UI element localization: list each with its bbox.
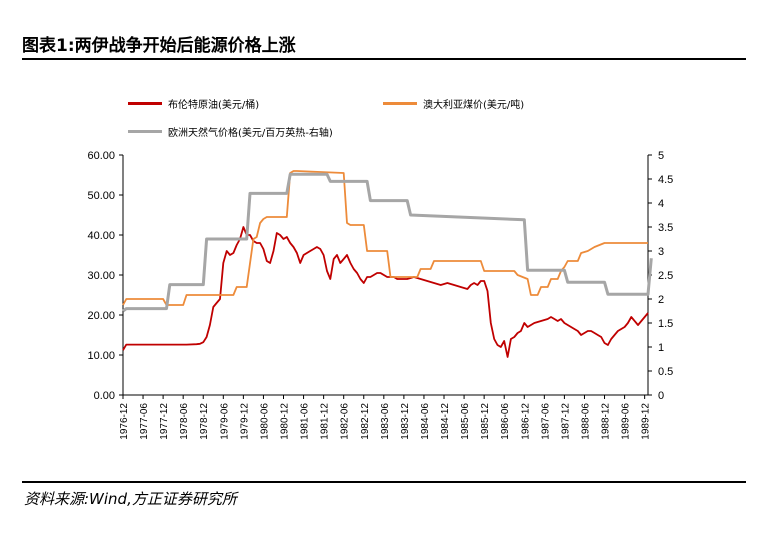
x-tick-label: 1984-06	[420, 403, 431, 440]
x-tick-label: 1985-12	[480, 403, 491, 440]
right-tick-label: 1	[658, 342, 664, 354]
x-tick-label: 1980-06	[259, 403, 270, 440]
x-tick-label: 1988-06	[580, 403, 591, 440]
legend-label-coal: 澳大利亚煤价(美元/吨)	[423, 100, 525, 111]
x-tick-label: 1985-06	[460, 403, 471, 440]
legend-swatch-coal	[383, 102, 417, 105]
legend-label-brent: 布伦特原油(美元/桶)	[168, 100, 260, 111]
x-tick-label: 1986-06	[500, 403, 511, 440]
x-tick-label: 1984-12	[440, 403, 451, 440]
right-tick-label: 4.5	[658, 174, 673, 186]
coal-line	[122, 170, 648, 306]
x-tick-label: 1989-06	[621, 403, 632, 440]
chart-axes	[119, 154, 652, 399]
legend-label-gas: 欧洲天然气价格(美元/百万英热-右轴)	[168, 128, 333, 139]
x-tick-label: 1988-12	[601, 403, 612, 440]
x-tick-label: 1979-12	[239, 403, 250, 440]
gas-line	[122, 172, 653, 313]
figure-title: 图表1:两伊战争开始后能源价格上涨	[22, 36, 296, 56]
left-tick-label: 0.00	[94, 390, 115, 402]
legend-item-brent: 布伦特原油(美元/桶)	[128, 96, 259, 111]
x-tick-label: 1981-06	[300, 403, 311, 440]
x-tick-label: 1986-12	[520, 403, 531, 440]
right-tick-label: 3	[658, 246, 664, 258]
right-tick-label: 2.5	[658, 270, 673, 282]
left-tick-label: 20.00	[87, 310, 115, 322]
x-tick-label: 1989-12	[641, 403, 652, 440]
x-tick-label: 1976-12	[119, 403, 130, 440]
x-tick-label: 1982-12	[360, 403, 371, 440]
right-tick-label: 4	[658, 198, 664, 210]
source-rule	[22, 481, 746, 483]
left-tick-label: 10.00	[87, 350, 115, 362]
right-tick-label: 3.5	[658, 222, 673, 234]
x-tick-label: 1983-12	[400, 403, 411, 440]
x-tick-label: 1978-06	[179, 403, 190, 440]
brent-line	[122, 226, 649, 358]
x-tick-label: 1977-12	[159, 403, 170, 440]
chart-tick-labels: 0.00 10.00 20.00 30.00 40.00 50.00 60.00 0 0.5 1 1…	[87, 150, 673, 440]
source-note: 资料来源:Wind,方正证券研究所	[24, 490, 237, 508]
x-tick-label: 1983-06	[380, 403, 391, 440]
x-tick-label: 1987-12	[560, 403, 571, 440]
chart-lines	[122, 170, 653, 358]
left-tick-label: 40.00	[87, 230, 115, 242]
x-tick-label: 1979-06	[219, 403, 230, 440]
right-tick-label: 5	[658, 150, 664, 162]
left-tick-label: 50.00	[87, 190, 115, 202]
x-tick-label: 1982-06	[340, 403, 351, 440]
legend-swatch-brent	[128, 102, 162, 105]
x-tick-label: 1978-12	[199, 403, 210, 440]
right-tick-label: 1.5	[658, 318, 673, 330]
left-tick-label: 30.00	[87, 270, 115, 282]
x-tick-label: 1981-12	[320, 403, 331, 440]
title-rule	[22, 58, 746, 60]
legend-item-gas: 欧洲天然气价格(美元/百万英热-右轴)	[128, 124, 333, 139]
x-tick-label: 1987-06	[540, 403, 551, 440]
x-tick-label: 1977-06	[139, 403, 150, 440]
right-tick-label: 0.5	[658, 366, 673, 378]
x-tick-label: 1980-12	[280, 403, 291, 440]
right-tick-label: 2	[658, 294, 664, 306]
legend-swatch-gas	[128, 130, 162, 133]
right-tick-label: 0	[658, 390, 664, 402]
legend-item-coal: 澳大利亚煤价(美元/吨)	[383, 96, 524, 111]
left-tick-label: 60.00	[87, 150, 115, 162]
